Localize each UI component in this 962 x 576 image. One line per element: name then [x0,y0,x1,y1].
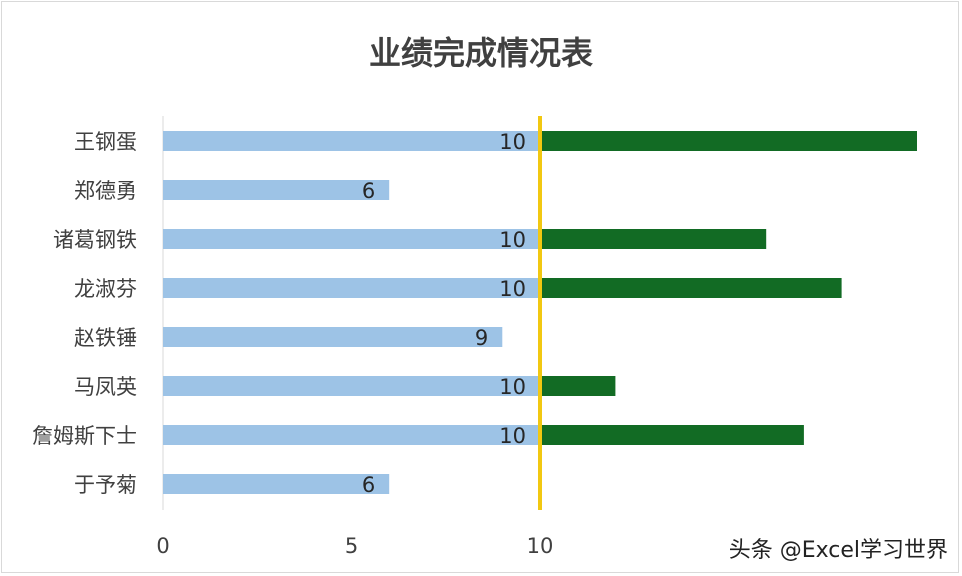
watermark-text: 头条 @Excel学习世界 [728,538,948,563]
bar-series-2 [540,229,767,249]
x-tick-label: 0 [156,534,169,558]
bar-series-1 [163,376,540,396]
category-label: 诸葛钢铁 [53,228,137,252]
bar-series-1 [163,474,390,494]
bar-series-1 [163,327,503,347]
data-label: 10 [499,130,526,154]
data-label: 6 [362,473,375,497]
category-label: 龙淑芬 [74,277,137,301]
data-label: 10 [499,375,526,399]
data-label: 6 [362,179,375,203]
bar-series-1 [163,229,540,249]
bar-series-2 [540,131,917,151]
category-label: 王钢蛋 [74,130,137,154]
category-label: 郑德勇 [74,179,137,203]
chart-title: 业绩完成情况表 [369,34,593,72]
bar-series-1 [163,425,540,445]
bar-series-1 [163,278,540,298]
data-label: 10 [499,277,526,301]
x-tick-label: 10 [527,534,554,558]
category-label: 于予菊 [74,473,137,497]
category-label: 詹姆斯下士 [32,424,137,448]
data-label: 10 [499,424,526,448]
data-label: 9 [475,326,488,350]
bar-series-2 [540,376,616,396]
category-label: 马凤英 [74,375,137,399]
data-label: 10 [499,228,526,252]
bar-series-2 [540,278,842,298]
bar-series-1 [163,180,390,200]
bar-series-1 [163,131,540,151]
x-tick-label: 5 [345,534,358,558]
bars-layer [163,131,917,494]
x-tick-labels-layer: 0 5 10 [156,534,553,558]
data-labels-layer: 10 6 10 10 9 10 10 6 [362,130,526,497]
category-label: 赵铁锤 [74,326,137,350]
bar-series-2 [540,425,804,445]
